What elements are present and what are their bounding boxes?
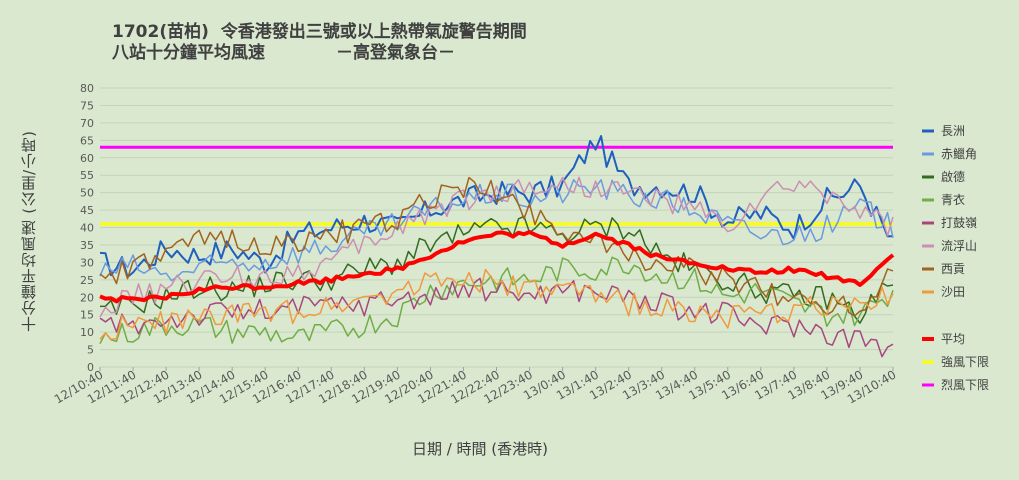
legend-label: 打鼓嶺	[941, 216, 977, 230]
y-axis-label: 十分鐘平均風速 (公里/小時)	[20, 130, 38, 332]
legend-label: 西貢	[941, 262, 965, 276]
series-line	[99, 176, 894, 318]
y-tick-label: 40	[80, 222, 94, 235]
chart-title-line-1: 1702(苗柏) 令香港發出三號或以上熱帶氣旋警告期間	[112, 22, 527, 42]
chart-title: 1702(苗柏) 令香港發出三號或以上熱帶氣旋警告期間 八站十分鐘平均風速 －高…	[112, 22, 527, 64]
y-tick-label: 5	[87, 344, 94, 357]
y-tick-label: 25	[80, 274, 94, 287]
y-tick-label: 30	[80, 256, 94, 269]
y-tick-label: 10	[80, 326, 94, 339]
y-tick-label: 15	[80, 309, 94, 322]
series-line	[99, 179, 894, 282]
legend-label: 流浮山	[941, 239, 977, 253]
legend-label: 強風下限	[941, 355, 989, 369]
y-tick-label: 70	[80, 117, 94, 130]
legend-label: 烈風下限	[941, 378, 989, 392]
x-axis-label: 日期 / 時間 (香港時)	[411, 440, 549, 458]
y-tick-label: 80	[80, 82, 94, 95]
legend-label: 長洲	[941, 124, 965, 138]
y-tick-label: 35	[80, 239, 94, 252]
y-tick-label: 50	[80, 187, 94, 200]
y-tick-label: 60	[80, 152, 94, 165]
series-line	[99, 277, 894, 358]
y-tick-label: 55	[80, 169, 94, 182]
y-tick-label: 20	[80, 291, 94, 304]
legend-label: 青衣	[941, 192, 965, 207]
series-line	[99, 268, 894, 341]
y-tick-label: 45	[80, 204, 94, 217]
y-tick-label: 65	[80, 134, 94, 147]
y-tick-label: 75	[80, 99, 94, 112]
series-line	[99, 230, 895, 304]
legend-label: 啟德	[941, 169, 965, 184]
series-line	[99, 256, 894, 344]
series-line	[99, 215, 894, 324]
legend-label: 赤鱲角	[941, 147, 977, 161]
legend-label: 平均	[941, 332, 965, 346]
legend-label: 沙田	[941, 285, 965, 299]
y-tick-label: 0	[87, 361, 94, 374]
series-line	[99, 176, 894, 317]
series-line	[99, 135, 894, 278]
chart-title-line-2: 八站十分鐘平均風速 －高登氣象台－	[112, 43, 456, 63]
